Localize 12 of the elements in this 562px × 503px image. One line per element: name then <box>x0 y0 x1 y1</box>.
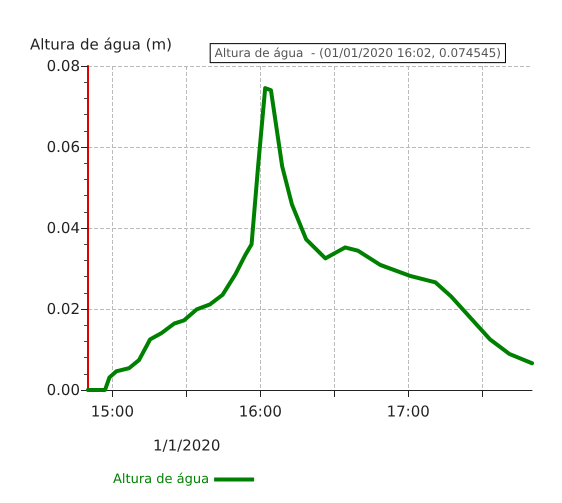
x-axis-title: 1/1/2020 <box>153 436 220 454</box>
x-tick-label: 17:00 <box>386 402 430 420</box>
y-tick-label: 0.02 <box>46 300 80 318</box>
y-axis-title: Altura de água (m) <box>30 36 172 54</box>
x-tick-label: 16:00 <box>238 402 282 420</box>
y-tick-label: 0.08 <box>46 57 80 75</box>
annotation: Altura de água - (01/01/2020 16:02, 0.074545) <box>214 46 501 60</box>
y-tick-label: 0.00 <box>46 381 80 399</box>
x-tick-label: 15:00 <box>90 402 134 420</box>
y-tick-label: 0.04 <box>46 219 80 237</box>
legend-label: Altura de água <box>112 472 210 487</box>
y-tick-label: 0.06 <box>46 138 80 156</box>
